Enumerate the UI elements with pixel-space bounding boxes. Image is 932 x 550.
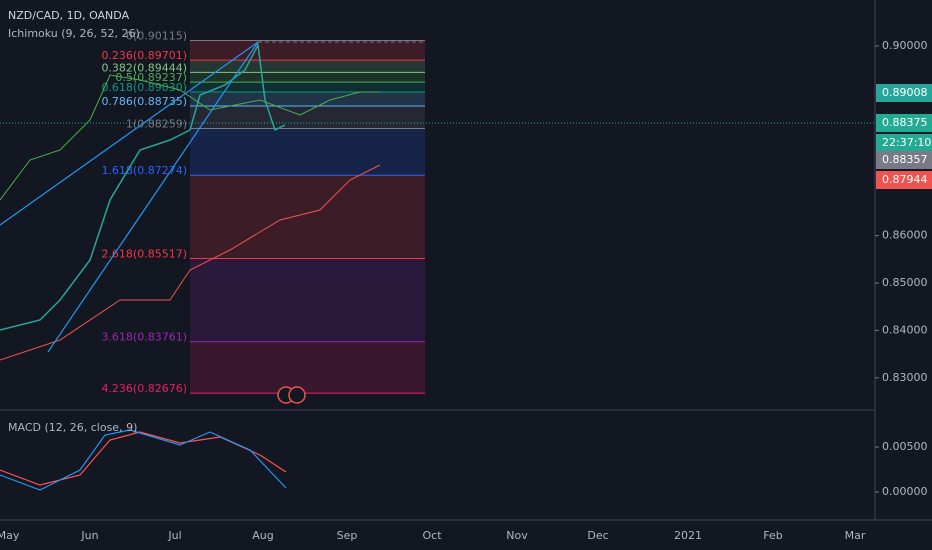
span-a bbox=[0, 74, 380, 201]
time-tick-label: Sep bbox=[337, 529, 358, 542]
fib-label: 0.5(0.89237) bbox=[115, 71, 187, 84]
badge-text: 0.89008 bbox=[882, 86, 928, 99]
fib-label: 0.786(0.88735) bbox=[101, 95, 187, 108]
time-tick-label: 2021 bbox=[674, 529, 702, 542]
macd-label: MACD (12, 26, close, 9) bbox=[8, 421, 137, 434]
badge-text: 22:37:10 bbox=[882, 136, 931, 149]
trend-line bbox=[0, 41, 259, 226]
price-tick-label: 0.84000 bbox=[882, 323, 928, 336]
price-path bbox=[0, 42, 286, 331]
macd-tick-label: 0.00000 bbox=[882, 485, 928, 498]
price-tick-label: 0.86000 bbox=[882, 229, 928, 242]
time-tick-label: Oct bbox=[422, 529, 442, 542]
price-tick-label: 0.90000 bbox=[882, 39, 928, 52]
fib-band bbox=[190, 175, 425, 259]
fib-band bbox=[190, 40, 425, 61]
fib-band bbox=[190, 60, 425, 73]
fib-band bbox=[190, 258, 425, 342]
time-tick-label: Aug bbox=[252, 529, 273, 542]
fib-band bbox=[190, 341, 425, 394]
fib-band bbox=[190, 91, 425, 106]
time-tick-label: Nov bbox=[506, 529, 528, 542]
span-b bbox=[0, 164, 381, 361]
time-tick-label: May bbox=[0, 529, 20, 542]
badge-text: 0.87944 bbox=[882, 173, 928, 186]
fib-label: 0.618(0.89030) bbox=[101, 81, 187, 94]
fib-label: 0(0.90115) bbox=[126, 30, 187, 43]
price-badge bbox=[876, 171, 932, 189]
fib-retracement: 0(0.90115)0.236(0.89701)0.382(0.89444)0.… bbox=[101, 30, 425, 395]
trend-line bbox=[47, 41, 259, 353]
fib-label: 0.236(0.89701) bbox=[101, 49, 187, 62]
time-tick-label: Mar bbox=[845, 529, 866, 542]
time-tick-label: Jun bbox=[80, 529, 98, 542]
macd-line bbox=[0, 429, 287, 491]
fib-band bbox=[190, 128, 425, 176]
fib-label: 3.618(0.83761) bbox=[101, 331, 187, 344]
price-tick-label: 0.85000 bbox=[882, 276, 928, 289]
fib-label: 2.618(0.85517) bbox=[101, 247, 187, 260]
price-tick-label: 0.83000 bbox=[882, 371, 928, 384]
macd-tick-label: 0.00500 bbox=[882, 440, 928, 453]
symbol-title: NZD/CAD, 1D, OANDA bbox=[8, 9, 130, 22]
badge-text: 0.88357 bbox=[882, 153, 928, 166]
fib-label: 0.382(0.89444) bbox=[101, 61, 187, 74]
price-badge bbox=[876, 84, 932, 102]
fib-band bbox=[190, 82, 425, 92]
time-tick-label: Feb bbox=[763, 529, 782, 542]
fib-label: 1.618(0.87274) bbox=[101, 164, 187, 177]
fib-label: 4.236(0.82676) bbox=[101, 382, 187, 395]
fib-band bbox=[190, 72, 425, 83]
price-badge bbox=[876, 151, 932, 169]
fib-label: 1(0.88259) bbox=[126, 118, 187, 131]
fib-band bbox=[190, 105, 425, 129]
time-tick-label: Dec bbox=[587, 529, 608, 542]
time-tick-label: Jul bbox=[167, 529, 181, 542]
price-badge bbox=[876, 134, 932, 152]
price-badge bbox=[876, 114, 932, 132]
event-icon[interactable] bbox=[288, 386, 306, 404]
badge-text: 0.88375 bbox=[882, 116, 928, 129]
indicator-label: Ichimoku (9, 26, 52, 26) bbox=[8, 27, 140, 40]
